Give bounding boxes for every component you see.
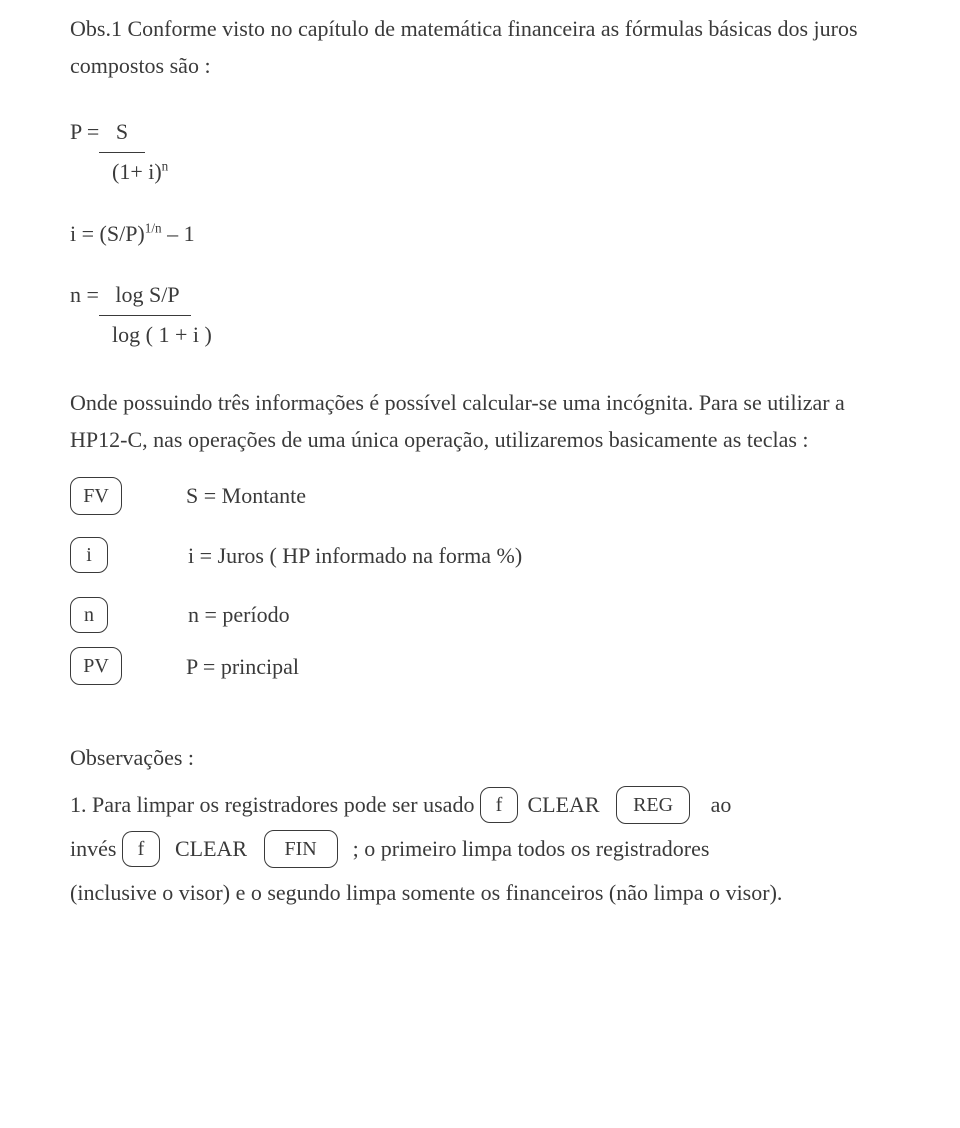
key-row-n: n n = período (70, 596, 900, 633)
formula-i-left: i = (S/P) (70, 221, 145, 246)
key-row-fv: FV S = Montante (70, 477, 900, 515)
pv-label: P = principal (186, 648, 299, 685)
formula-p-numerator: S (99, 113, 144, 153)
f-key-1: f (480, 787, 518, 823)
explain-paragraph: Onde possuindo três informações é possív… (70, 384, 900, 459)
obs-line1a: 1. Para limpar os registradores pode ser… (70, 792, 474, 817)
formula-p-denominator: (1+ i) (112, 159, 162, 184)
i-label: i = Juros ( HP informado na forma %) (188, 537, 522, 574)
key-row-i: i i = Juros ( HP informado na forma %) (70, 537, 900, 574)
reg-key: REG (616, 786, 690, 824)
obs-body: 1. Para limpar os registradores pode ser… (70, 783, 900, 915)
fv-key: FV (70, 477, 122, 515)
key-row-pv: PV P = principal (70, 647, 900, 685)
obs-heading: Observações : (70, 739, 900, 776)
obs-clear1: CLEAR (527, 792, 599, 817)
formula-i-right: – 1 (162, 221, 195, 246)
fv-label: S = Montante (186, 477, 306, 514)
formula-i-exponent: 1/n (145, 220, 162, 235)
i-key: i (70, 537, 108, 573)
n-label: n = período (188, 596, 290, 633)
formula-p: P = S (1+ i)n (70, 113, 900, 191)
formula-n-left: n = (70, 282, 99, 307)
formula-n-numerator: log S/P (99, 276, 191, 316)
obs-line3: (inclusive o visor) e o segundo limpa so… (70, 880, 782, 905)
n-key: n (70, 597, 108, 633)
formula-i: i = (S/P)1/n – 1 (70, 215, 900, 252)
obs-inves: invés (70, 836, 116, 861)
formula-p-exponent: n (162, 159, 169, 174)
obs-clear2: CLEAR (175, 836, 247, 861)
obs-line2-rest: ; o primeiro limpa todos os registradore… (353, 836, 710, 861)
formula-p-left: P = (70, 119, 99, 144)
formula-n-denominator: log ( 1 + i ) (112, 322, 212, 347)
fin-key: FIN (264, 830, 338, 868)
intro-paragraph: Obs.1 Conforme visto no capítulo de mate… (70, 10, 900, 85)
f-key-2: f (122, 831, 160, 867)
pv-key: PV (70, 647, 122, 685)
page: Obs.1 Conforme visto no capítulo de mate… (0, 0, 960, 915)
obs-ao: ao (711, 792, 732, 817)
formula-n: n = log S/P log ( 1 + i ) (70, 276, 900, 354)
